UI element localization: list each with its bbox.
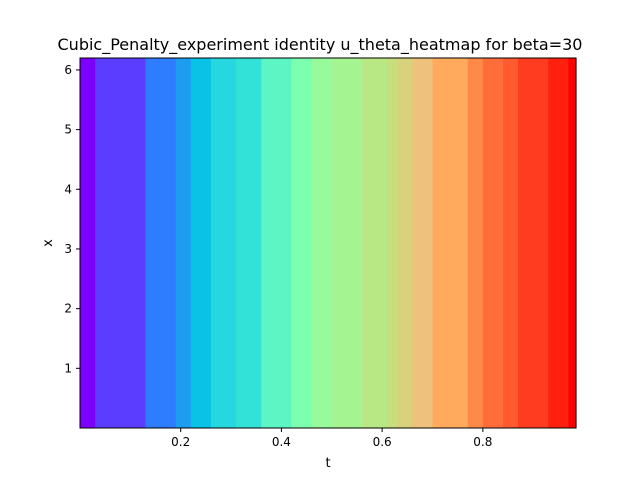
heatmap-band-5	[210, 58, 237, 428]
chart-title: Cubic_Penalty_experiment identity u_thet…	[58, 35, 583, 55]
heatmap-band-2	[145, 58, 177, 428]
heatmap-band-11	[361, 58, 388, 428]
heatmap-band-1	[95, 58, 147, 428]
heatmap-band-16	[467, 58, 484, 428]
heatmap-band-12	[387, 58, 398, 428]
heatmap-band-21	[568, 58, 577, 428]
heatmap-band-20	[548, 58, 570, 428]
heatmap-band-9	[311, 58, 333, 428]
heatmap-band-13	[397, 58, 413, 428]
heatmap-band-19	[518, 58, 549, 428]
heatmap-band-15	[432, 58, 469, 428]
heatmap-band-7	[261, 58, 293, 428]
heatmap-band-4	[190, 58, 212, 428]
x-tick-label: 0.6	[373, 435, 392, 449]
heatmap-band-3	[175, 58, 192, 428]
y-axis-ticks: 1 2 3 4 5 6	[64, 63, 80, 375]
x-tick-label: 0.2	[171, 435, 190, 449]
heatmap-band-14	[412, 58, 434, 428]
heatmap-band-17	[482, 58, 504, 428]
heatmap-band-8	[291, 58, 313, 428]
x-tick-label: 0.8	[473, 435, 492, 449]
plot-frame	[79, 57, 577, 429]
y-tick-label: 2	[64, 302, 72, 316]
y-tick-label: 3	[64, 242, 72, 256]
y-tick-label: 5	[64, 123, 72, 137]
y-tick-label: 4	[64, 182, 72, 196]
heatmap-band-10	[331, 58, 363, 428]
heatmap-band-0	[80, 58, 96, 428]
x-axis-ticks: 0.2 0.4 0.6 0.8	[171, 428, 492, 449]
heatmap-band-18	[502, 58, 519, 428]
heatmap-band-6	[236, 58, 262, 428]
y-axis-label: x	[41, 239, 56, 247]
x-axis-label: t	[325, 456, 330, 471]
y-tick-label: 1	[64, 361, 72, 375]
y-tick-label: 6	[64, 63, 72, 77]
heatmap-bands	[80, 58, 577, 428]
x-tick-label: 0.4	[272, 435, 291, 449]
